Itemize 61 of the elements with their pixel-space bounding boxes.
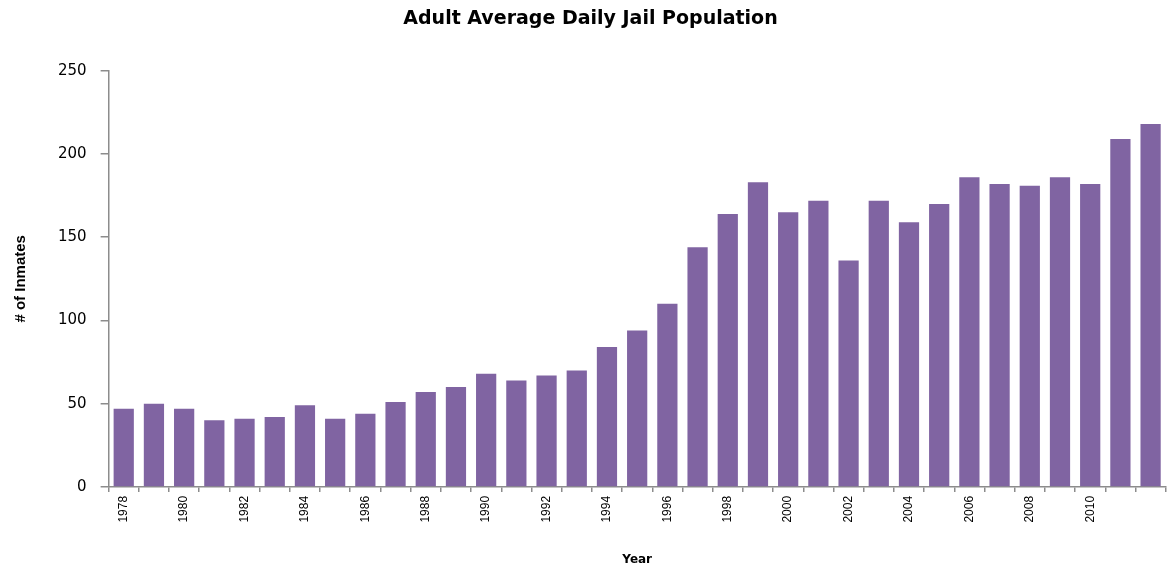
bar xyxy=(174,408,195,487)
bar xyxy=(627,330,648,487)
bar xyxy=(385,402,406,487)
bar xyxy=(415,392,436,487)
bar xyxy=(717,213,738,487)
bar xyxy=(1049,177,1071,487)
bar xyxy=(687,247,708,487)
bar xyxy=(868,200,889,487)
bar xyxy=(838,260,859,487)
y-tick-label: 100 xyxy=(57,310,87,329)
x-tick-label: 1996 xyxy=(659,495,674,523)
x-tick-label: 1982 xyxy=(236,495,251,523)
x-tick-label: 2006 xyxy=(961,495,976,523)
bar xyxy=(113,408,134,487)
bar xyxy=(989,183,1010,487)
bar xyxy=(325,418,346,487)
bar xyxy=(566,370,587,487)
x-tick-label: 1992 xyxy=(538,495,553,523)
y-tick-label: 150 xyxy=(57,227,87,246)
bar xyxy=(264,417,285,487)
y-tick-label: 50 xyxy=(67,393,87,412)
bar xyxy=(476,373,497,487)
y-tick-label: 200 xyxy=(57,143,87,162)
bar xyxy=(1019,185,1040,487)
y-tick-label: 0 xyxy=(77,476,87,495)
chart-title: Adult Average Daily Jail Population xyxy=(403,6,778,29)
bar xyxy=(445,387,467,487)
bar xyxy=(1110,139,1131,487)
x-tick-label: 2002 xyxy=(840,495,855,523)
x-tick-label: 1984 xyxy=(297,495,312,523)
x-tick-label: 1988 xyxy=(418,495,433,523)
bar xyxy=(506,380,527,487)
x-tick-label: 2010 xyxy=(1082,495,1097,523)
x-tick-label: 1980 xyxy=(176,495,191,523)
bar xyxy=(747,182,769,487)
bar xyxy=(536,375,557,487)
bar xyxy=(204,420,225,487)
x-tick-label: 2000 xyxy=(780,495,795,523)
bar xyxy=(898,222,920,487)
bar xyxy=(808,200,829,487)
y-axis-title: # of Inmates xyxy=(11,235,29,323)
x-tick-label: 1986 xyxy=(357,495,372,523)
x-tick-label: 1998 xyxy=(720,495,735,523)
x-axis-title: Year xyxy=(621,551,653,566)
bar xyxy=(234,418,255,487)
bar xyxy=(355,413,376,487)
bar xyxy=(143,403,165,487)
bar xyxy=(929,203,950,487)
bar xyxy=(1080,183,1101,487)
bar xyxy=(959,177,980,487)
bar xyxy=(778,212,799,487)
x-tick-label: 1978 xyxy=(116,495,131,523)
bar xyxy=(1140,124,1161,487)
x-tick-label: 1994 xyxy=(599,495,614,523)
bar xyxy=(596,347,618,487)
x-tick-label: 1990 xyxy=(478,495,493,523)
x-tick-label: 2008 xyxy=(1022,495,1037,523)
bar xyxy=(294,405,316,487)
x-tick-label: 2004 xyxy=(901,495,916,523)
y-tick-label: 250 xyxy=(57,60,87,79)
bar xyxy=(657,303,678,487)
